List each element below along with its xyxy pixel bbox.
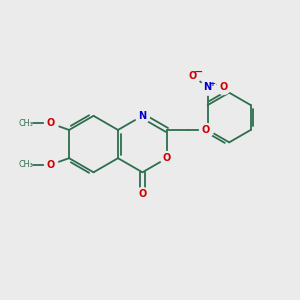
Text: O: O	[201, 125, 210, 135]
Text: O: O	[163, 153, 171, 163]
Text: +: +	[209, 81, 215, 87]
Text: N: N	[204, 82, 212, 92]
Text: CH₃: CH₃	[19, 119, 33, 128]
Text: O: O	[46, 118, 55, 128]
Text: O: O	[46, 160, 55, 170]
Text: O: O	[189, 71, 197, 81]
Text: −: −	[194, 67, 203, 77]
Text: O: O	[138, 189, 147, 199]
Text: N: N	[138, 111, 146, 121]
Text: CH₃: CH₃	[19, 160, 33, 169]
Text: O: O	[219, 82, 227, 92]
